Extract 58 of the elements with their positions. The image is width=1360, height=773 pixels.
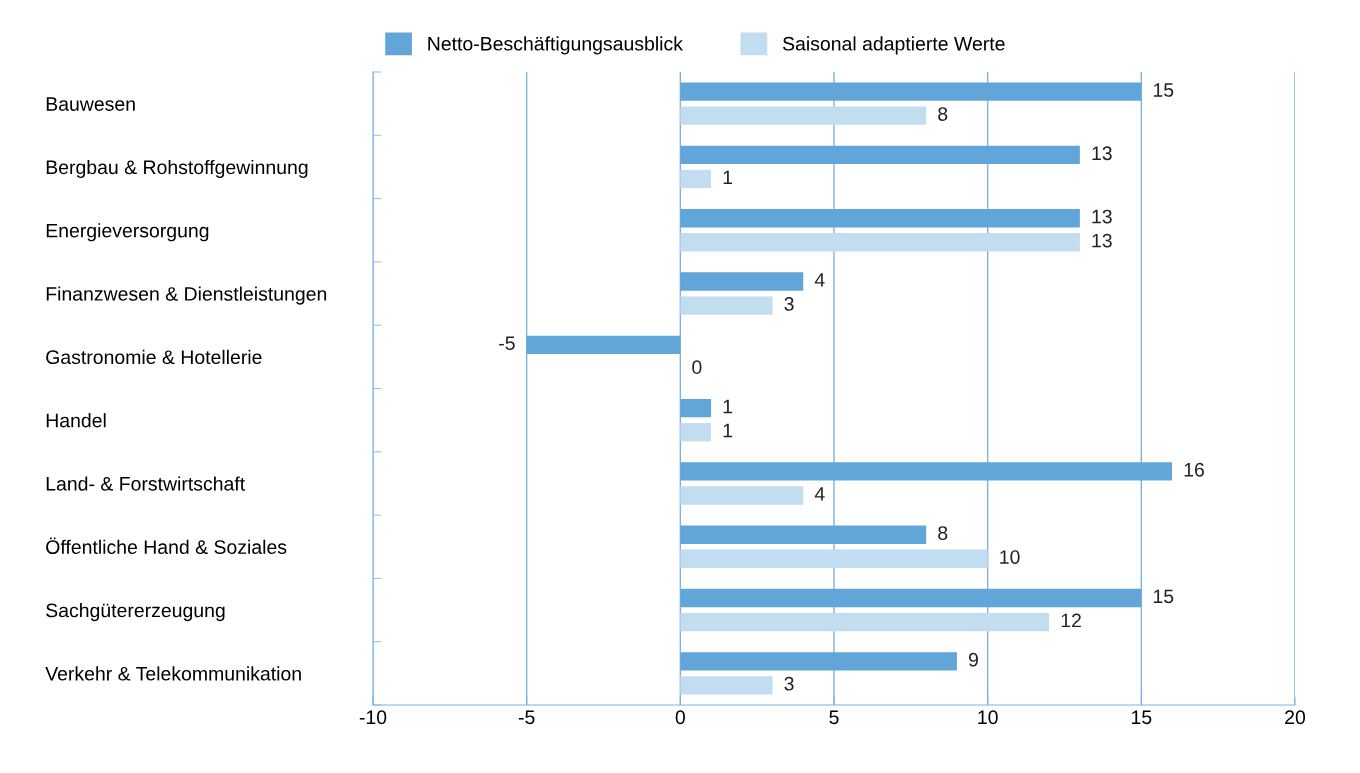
- x-tick-label: 15: [1132, 710, 1152, 725]
- y-tick-label: Gastronomie & Hotellerie: [46, 349, 262, 365]
- data-label: -5: [499, 336, 515, 351]
- data-label: 3: [784, 297, 794, 311]
- y-tick-label: Sachgütererzeugung: [46, 603, 225, 622]
- bar: [680, 549, 988, 568]
- bar: [680, 169, 712, 189]
- bar: [680, 652, 957, 671]
- x-tick-label: 0: [675, 710, 685, 725]
- bar: [680, 82, 1142, 101]
- bar: [680, 145, 1080, 165]
- data-label: 12: [1061, 613, 1081, 628]
- y-tick-label: Handel: [46, 413, 106, 428]
- bar: [680, 486, 804, 505]
- x-tick-label: 20: [1285, 710, 1306, 725]
- x-tick-label: 5: [829, 710, 839, 725]
- data-label: 8: [938, 107, 948, 121]
- bar: [680, 676, 773, 695]
- bar: [680, 525, 927, 544]
- data-label: 9: [968, 652, 978, 667]
- data-label: 15: [1153, 83, 1174, 97]
- y-tick-label: Land- & Forstwirtschaft: [46, 476, 245, 491]
- data-label: 1: [723, 423, 733, 438]
- data-label: 10: [1000, 550, 1020, 564]
- bar: [680, 398, 712, 418]
- x-tick-label: -5: [518, 710, 535, 725]
- data-label: 16: [1184, 462, 1204, 477]
- legend-label: Netto-Beschäftigungsausblick: [428, 36, 683, 55]
- x-tick-label: 10: [978, 710, 998, 725]
- y-tick-label: Energieversorgung: [46, 223, 209, 242]
- data-label: 8: [938, 526, 948, 540]
- bar: [680, 423, 712, 442]
- bar: [680, 272, 804, 291]
- data-label: 4: [814, 273, 825, 287]
- data-label: 1: [723, 170, 733, 185]
- x-tick-label: -10: [359, 710, 387, 725]
- bar: [680, 462, 1173, 481]
- bar: [680, 588, 1142, 608]
- data-label: 4: [814, 487, 825, 501]
- y-tick-label: Bergbau & Rohstoffgewinnung: [46, 159, 308, 179]
- data-label: 15: [1153, 589, 1174, 604]
- bar: [680, 296, 773, 315]
- legend-label: Saisonal adaptierte Werte: [782, 36, 1005, 55]
- bar: [680, 209, 1080, 228]
- data-label: 1: [723, 399, 733, 414]
- y-tick-label: Verkehr & Telekommunikation: [45, 666, 301, 681]
- data-label: 13: [1092, 233, 1112, 248]
- y-tick-label: Öffentliche Hand & Soziales: [46, 537, 287, 554]
- data-label: 13: [1092, 146, 1112, 161]
- bar: [680, 233, 1080, 252]
- y-tick-label: Bauwesen: [46, 97, 135, 111]
- bar: [526, 335, 681, 354]
- data-label: 3: [784, 676, 794, 691]
- y-tick-label: Finanzwesen & Dienstleistungen: [46, 286, 327, 305]
- bar: [680, 106, 927, 125]
- bar: [680, 612, 1050, 632]
- data-label: 0: [692, 360, 702, 375]
- data-label: 13: [1092, 209, 1112, 224]
